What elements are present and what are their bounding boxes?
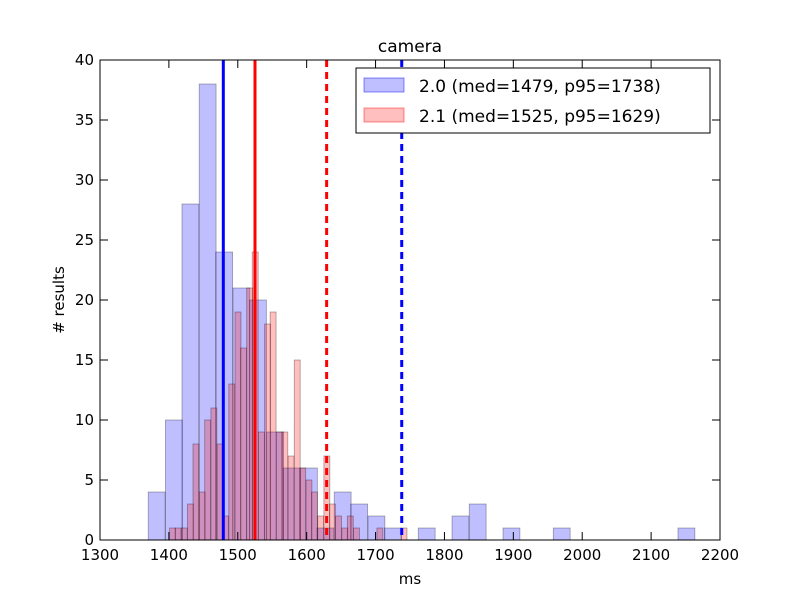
series-1-bar-23 [305, 479, 313, 541]
series-1-bar-2 [180, 527, 188, 541]
series-1-bar-7 [210, 407, 218, 541]
series-0-bar-19 [552, 527, 571, 541]
y-tick-label: 20 [75, 291, 94, 309]
series-1-bar-20 [287, 455, 295, 541]
series-1-bar-30 [346, 515, 354, 541]
legend-swatch-2-1 [363, 107, 405, 123]
series-0-bar-0 [147, 491, 166, 541]
ticks-layer: 1300 1400 1500 1600 1700 1800 1900 2000 2100 2200… [75, 51, 739, 564]
series-1-bar-29 [341, 527, 349, 541]
series-1-bar-31 [353, 527, 360, 541]
y-tick-label: 35 [75, 111, 94, 129]
series-1-bar-16 [264, 323, 271, 541]
y-tick-label: 15 [75, 351, 94, 369]
series-1-bar-1 [174, 527, 182, 541]
series-1-bar-4 [192, 443, 200, 541]
series-0-bars [147, 83, 696, 541]
series-0-bar-18 [502, 527, 521, 541]
series-0-bar-1 [165, 419, 183, 541]
x-tick-label: 1400 [150, 546, 188, 564]
series-1-bar-25 [317, 515, 325, 541]
series-1-bar-18 [275, 431, 283, 541]
series-1-bar-15 [258, 431, 265, 541]
series-0-bar-15 [417, 527, 436, 541]
x-tick-label: 1300 [81, 546, 119, 564]
legend-box [355, 67, 711, 134]
legend-label-2-0: 2.0 (med=1479, p95=1738) [419, 77, 661, 97]
series-1-bar-11 [234, 311, 242, 541]
series-1-bar-0 [169, 527, 176, 541]
series-0-bar-16 [451, 515, 470, 541]
y-axis-label: # results [50, 266, 68, 334]
x-tick-label: 1900 [494, 546, 532, 564]
series-1-bar-3 [187, 503, 194, 541]
legend: 2.0 (med=1479, p95=1738) 2.1 (med=1525, … [355, 67, 711, 134]
y-tick-label: 25 [75, 231, 94, 249]
y-tick-label: 0 [84, 531, 94, 549]
bars-layer [147, 83, 696, 541]
x-tick-label: 2000 [563, 546, 601, 564]
x-tick-label: 1600 [288, 546, 326, 564]
chart-title: camera [378, 37, 442, 57]
series-1-bar-27 [328, 503, 336, 541]
series-1-bar-21 [293, 359, 301, 541]
legend-swatch-2-0 [363, 77, 405, 93]
x-tick-label: 2100 [632, 546, 670, 564]
series-0-bar-20 [677, 527, 696, 541]
series-1-bar-32 [376, 527, 384, 541]
series-1-bar-22 [299, 467, 307, 541]
x-tick-label: 2200 [701, 546, 739, 564]
x-tick-label: 1500 [219, 546, 257, 564]
y-tick-label: 40 [75, 51, 94, 69]
x-tick-label: 1800 [425, 546, 463, 564]
y-tick-label: 10 [75, 411, 94, 429]
series-1-bar-28 [335, 515, 342, 541]
y-tick-label: 30 [75, 171, 94, 189]
series-0-bar-14 [384, 527, 402, 541]
series-1-bar-17 [269, 311, 277, 541]
series-1-bar-10 [228, 383, 236, 541]
series-1-bar-19 [281, 431, 289, 541]
x-tick-label: 1700 [356, 546, 394, 564]
series-0-bar-17 [468, 503, 487, 541]
x-axis-label: ms [399, 570, 422, 588]
legend-label-2-1: 2.1 (med=1525, p95=1629) [419, 107, 661, 127]
series-1-bar-12 [240, 347, 247, 541]
y-tick-label: 5 [84, 471, 94, 489]
series-1-bar-24 [311, 491, 318, 541]
reference-lines-layer [221, 60, 404, 540]
series-1-bar-13 [246, 287, 254, 541]
series-1-bar-5 [198, 491, 206, 541]
series-1-bar-6 [204, 419, 212, 541]
